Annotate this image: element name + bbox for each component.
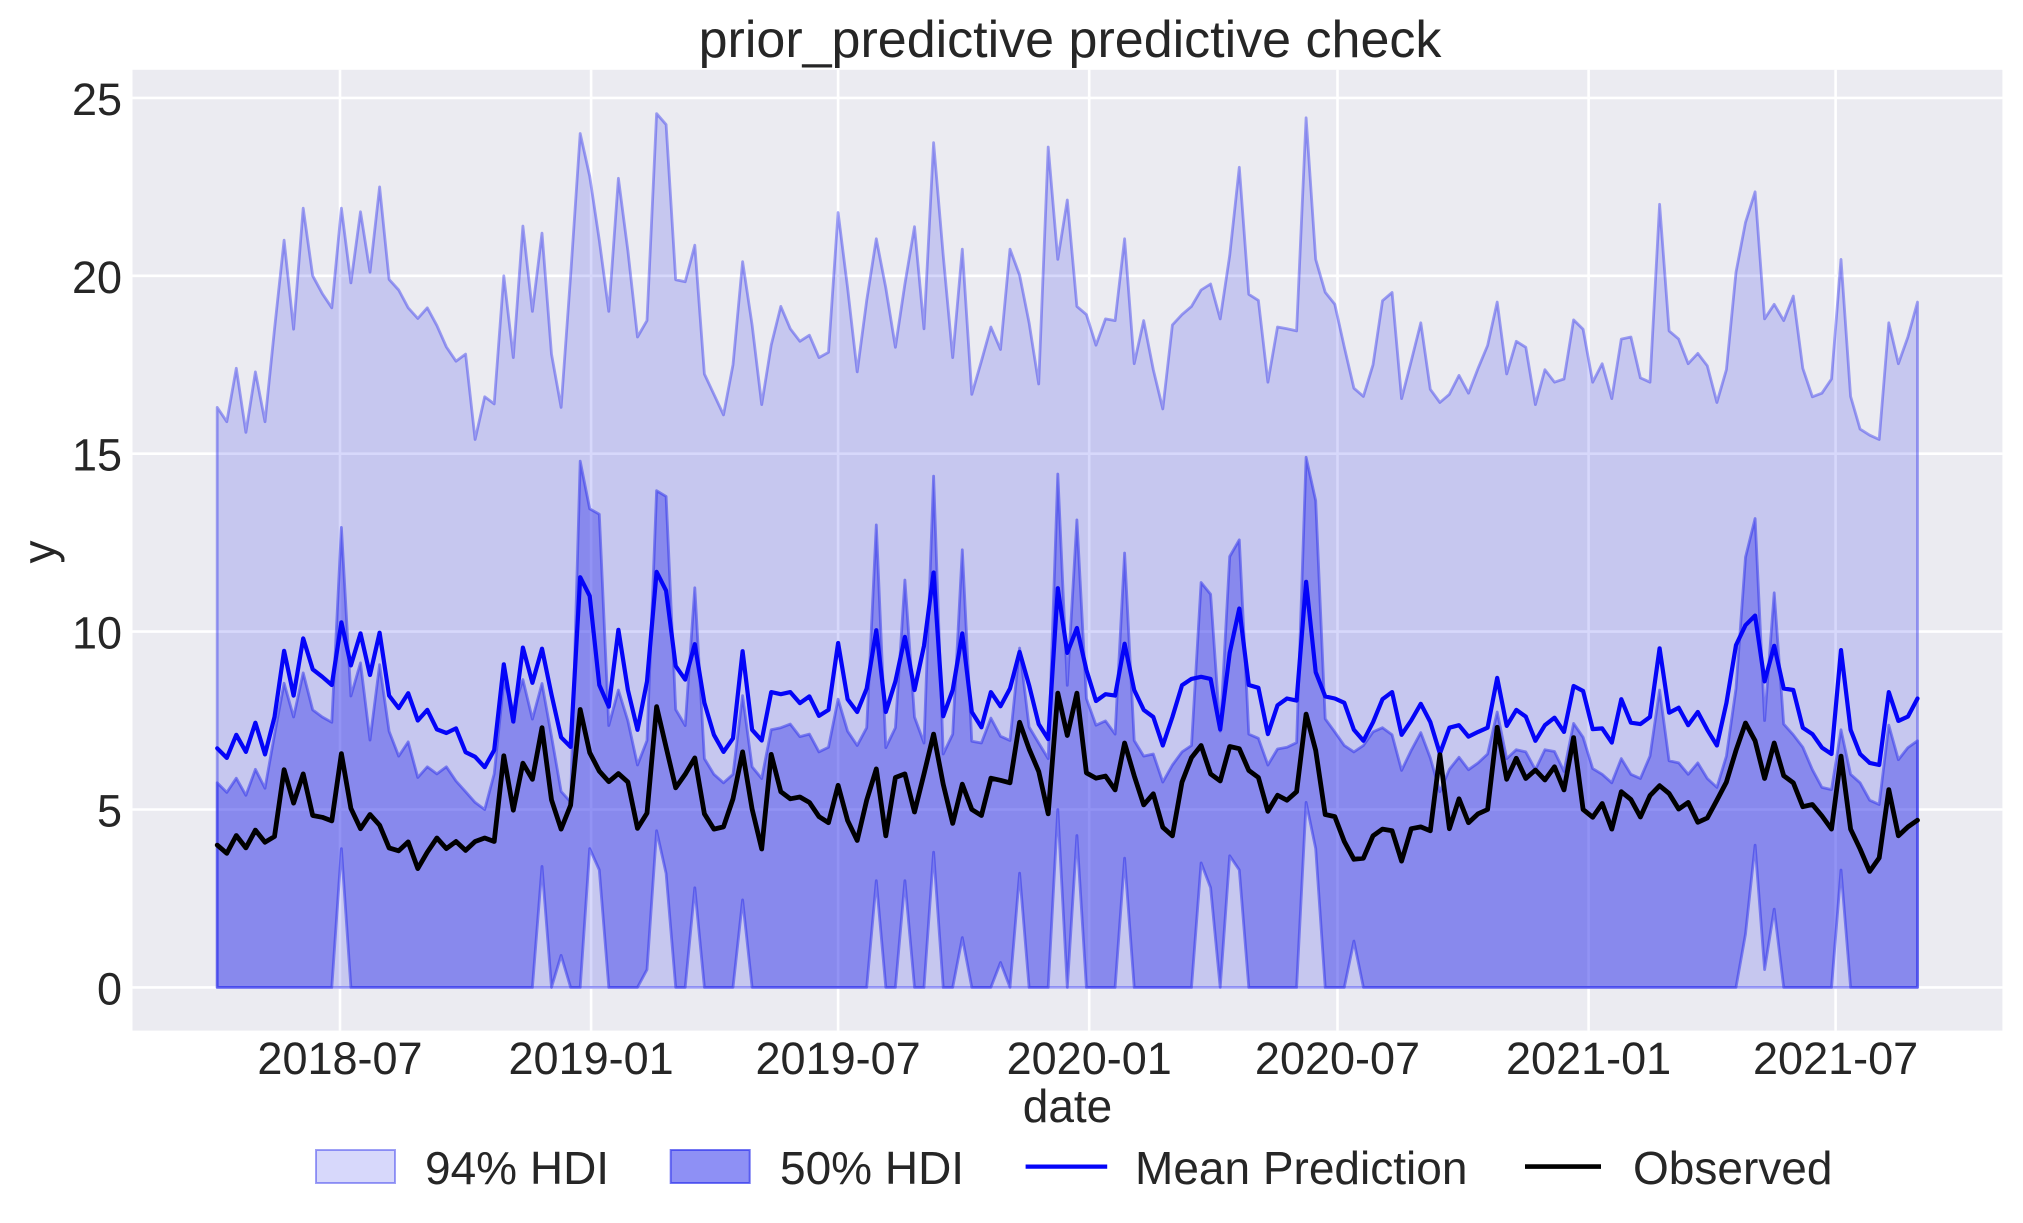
svg-text:50% HDI: 50% HDI (780, 1142, 964, 1194)
svg-text:2019-07: 2019-07 (756, 1033, 921, 1084)
svg-text:2018-07: 2018-07 (257, 1033, 422, 1084)
svg-text:5: 5 (97, 786, 122, 837)
svg-text:2020-07: 2020-07 (1255, 1033, 1420, 1084)
svg-text:20: 20 (72, 252, 122, 303)
svg-text:0: 0 (97, 963, 122, 1014)
svg-text:2021-07: 2021-07 (1753, 1033, 1918, 1084)
svg-text:2019-01: 2019-01 (509, 1033, 674, 1084)
svg-text:25: 25 (72, 74, 122, 125)
svg-text:94% HDI: 94% HDI (425, 1142, 609, 1194)
svg-text:Mean Prediction: Mean Prediction (1135, 1142, 1467, 1194)
svg-text:15: 15 (72, 430, 122, 481)
svg-text:date: date (1023, 1080, 1113, 1132)
svg-text:y: y (13, 541, 65, 564)
svg-text:2021-01: 2021-01 (1506, 1033, 1671, 1084)
svg-text:10: 10 (72, 608, 122, 659)
svg-text:Observed: Observed (1633, 1142, 1832, 1194)
svg-text:prior_predictive predictive ch: prior_predictive predictive check (699, 11, 1443, 69)
svg-text:2020-01: 2020-01 (1007, 1033, 1172, 1084)
